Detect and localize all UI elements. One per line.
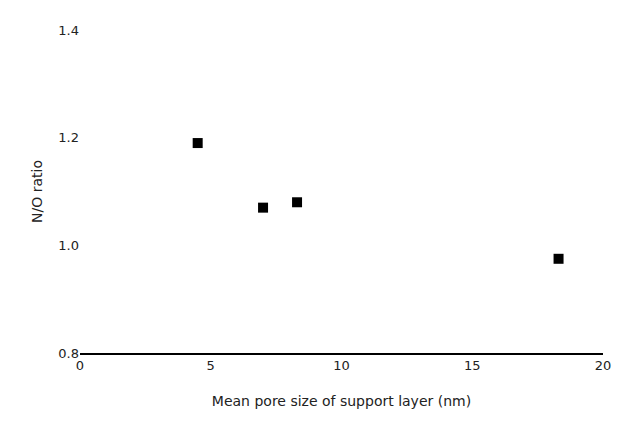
svg-text:20: 20 bbox=[595, 358, 612, 373]
svg-text:5: 5 bbox=[207, 358, 215, 373]
svg-text:Mean pore size of support laye: Mean pore size of support layer (nm) bbox=[212, 393, 471, 409]
svg-text:N/O ratio: N/O ratio bbox=[29, 160, 45, 223]
svg-text:0.8: 0.8 bbox=[58, 346, 79, 361]
svg-text:1.0: 1.0 bbox=[58, 238, 79, 253]
svg-text:1.4: 1.4 bbox=[58, 23, 79, 38]
svg-text:0: 0 bbox=[76, 358, 84, 373]
svg-text:10: 10 bbox=[333, 358, 350, 373]
svg-text:15: 15 bbox=[464, 358, 481, 373]
svg-text:1.2: 1.2 bbox=[58, 130, 79, 145]
